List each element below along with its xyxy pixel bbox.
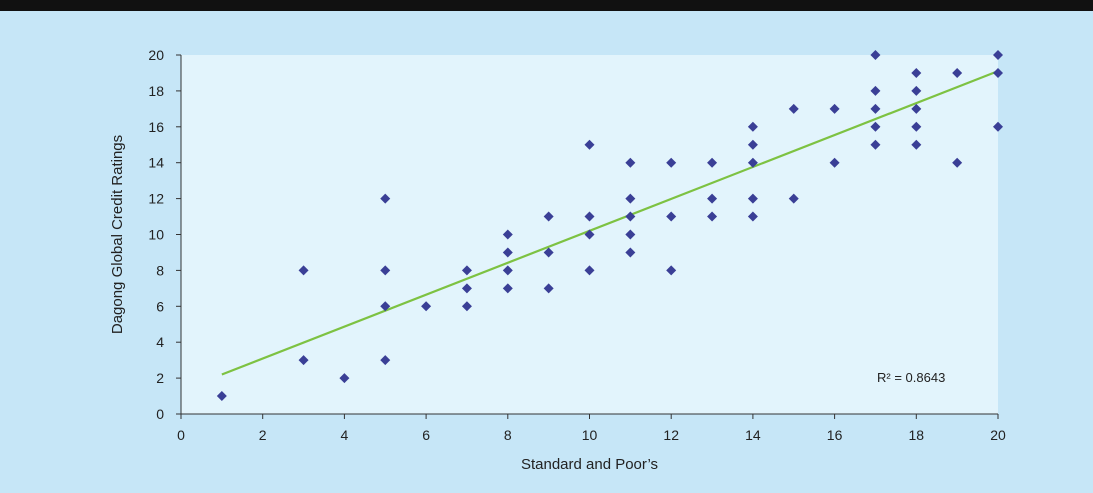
data-point <box>747 193 758 204</box>
data-point <box>584 265 595 276</box>
x-tick-label: 12 <box>663 427 679 443</box>
x-tick-label: 8 <box>504 427 512 443</box>
y-tick-label: 2 <box>156 370 164 386</box>
data-point <box>625 247 636 258</box>
data-point <box>993 121 1003 132</box>
data-point <box>339 373 350 384</box>
y-tick-label: 10 <box>148 227 164 243</box>
data-point <box>461 283 472 294</box>
data-point <box>625 211 636 222</box>
r-squared-label: R² = 0.8643 <box>877 370 945 385</box>
data-point <box>461 301 472 312</box>
y-tick-label: 14 <box>148 155 164 171</box>
data-point <box>952 157 963 168</box>
data-point <box>666 157 677 168</box>
data-point <box>870 121 881 132</box>
data-point <box>298 355 309 366</box>
x-tick-label: 10 <box>582 427 598 443</box>
x-tick-label: 0 <box>177 427 185 443</box>
x-tick-label: 6 <box>422 427 430 443</box>
data-point <box>502 247 513 258</box>
data-point <box>584 139 595 150</box>
data-point <box>421 301 432 312</box>
y-tick-label: 8 <box>156 262 164 278</box>
data-point <box>747 211 758 222</box>
x-tick-label: 2 <box>259 427 267 443</box>
data-point <box>380 193 391 204</box>
y-tick-label: 4 <box>156 334 164 350</box>
data-point <box>380 301 391 312</box>
data-point <box>747 121 758 132</box>
data-point <box>380 355 391 366</box>
scatter-chart: 0 2 4 6 8 10 12 14 16 18 20 0 2 4 6 8 10 12 14 16 18 20 Stand… <box>109 47 1006 473</box>
data-point <box>829 103 840 114</box>
data-point <box>870 103 881 114</box>
y-tick-label: 0 <box>156 406 164 422</box>
data-point <box>911 103 922 114</box>
data-point <box>461 265 472 276</box>
top-border-rule <box>0 0 1093 11</box>
x-tick-label: 16 <box>827 427 843 443</box>
data-point <box>502 229 513 240</box>
data-point <box>666 265 677 276</box>
data-point <box>543 247 554 258</box>
x-axis-title: Standard and Poor’s <box>521 456 658 473</box>
data-point <box>911 85 922 96</box>
data-point <box>543 211 554 222</box>
trendline <box>221 70 999 376</box>
data-point <box>584 229 595 240</box>
data-point <box>788 103 799 114</box>
data-point <box>502 283 513 294</box>
y-tick-label: 6 <box>156 298 164 314</box>
data-point <box>666 211 677 222</box>
data-point <box>707 193 718 204</box>
data-point <box>584 211 595 222</box>
data-point <box>216 391 227 402</box>
x-tick-label: 20 <box>990 427 1006 443</box>
data-point <box>829 157 840 168</box>
axes <box>176 54 999 419</box>
data-point <box>747 139 758 150</box>
data-points <box>216 50 1003 402</box>
data-point <box>993 67 1003 78</box>
data-point <box>298 265 309 276</box>
data-point <box>707 211 718 222</box>
data-point <box>870 85 881 96</box>
y-tick-label: 18 <box>148 83 164 99</box>
data-point <box>625 193 636 204</box>
data-point <box>502 265 513 276</box>
x-tick-label: 14 <box>745 427 761 443</box>
y-tick-label: 16 <box>148 119 164 135</box>
data-point <box>380 265 391 276</box>
data-point <box>952 67 963 78</box>
data-point <box>707 157 718 168</box>
x-tick-label: 4 <box>341 427 349 443</box>
data-point <box>788 193 799 204</box>
y-tick-label: 12 <box>148 191 164 207</box>
data-point <box>747 157 758 168</box>
data-point <box>870 139 881 150</box>
trendline-group <box>221 70 999 376</box>
x-tick-label: 18 <box>909 427 925 443</box>
data-point <box>870 50 881 60</box>
data-point <box>993 50 1003 60</box>
tick-labels: 0 2 4 6 8 10 12 14 16 18 20 0 2 4 6 8 10 12 14 16 18 20 <box>148 47 1006 443</box>
y-tick-label: 20 <box>148 47 164 63</box>
data-point <box>625 157 636 168</box>
data-point <box>625 229 636 240</box>
data-point <box>911 121 922 132</box>
data-point <box>543 283 554 294</box>
data-point <box>911 139 922 150</box>
y-axis-title: Dagong Global Credit Ratings <box>109 135 126 334</box>
data-point <box>911 67 922 78</box>
